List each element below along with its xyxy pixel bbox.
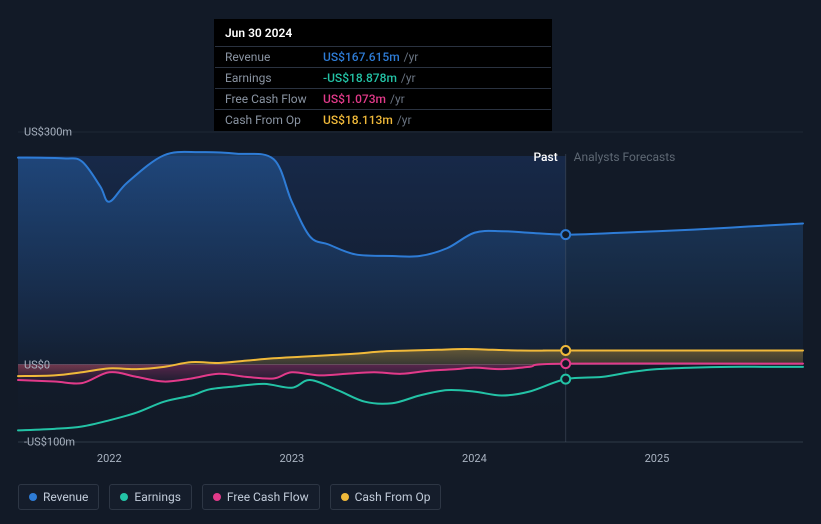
tooltip-row: Cash From OpUS$18.113m/yr xyxy=(215,110,551,130)
tooltip-row-value: US$18.113m xyxy=(323,113,393,127)
y-axis-tick-label: US$0 xyxy=(24,358,50,371)
forecast-region-label: Analysts Forecasts xyxy=(574,150,676,164)
financials-chart: Jun 30 2024 RevenueUS$167.615m/yrEarning… xyxy=(0,0,821,524)
legend-item-fcf[interactable]: Free Cash Flow xyxy=(202,484,320,510)
tooltip-row-value: US$167.615m xyxy=(323,50,400,64)
tooltip-row-value: US$1.073m xyxy=(323,92,386,106)
tooltip-date: Jun 30 2024 xyxy=(215,20,551,47)
y-axis-tick-label: -US$100m xyxy=(24,436,75,449)
tooltip-row-label: Revenue xyxy=(225,50,323,64)
tooltip-row: Earnings-US$18.878m/yr xyxy=(215,68,551,89)
chart-tooltip: Jun 30 2024 RevenueUS$167.615m/yrEarning… xyxy=(214,19,552,131)
legend-item-label: Cash From Op xyxy=(355,490,431,504)
chart-legend: Revenue Earnings Free Cash Flow Cash From O… xyxy=(18,484,441,510)
legend-dot-icon xyxy=(29,493,37,501)
legend-item-revenue[interactable]: Revenue xyxy=(18,484,99,510)
y-axis-tick-label: US$300m xyxy=(24,126,72,139)
tooltip-row-label: Free Cash Flow xyxy=(225,92,323,106)
tooltip-row-unit: /yr xyxy=(390,92,405,106)
legend-dot-icon xyxy=(341,493,349,501)
tooltip-row-unit: /yr xyxy=(397,113,412,127)
tooltip-row-label: Cash From Op xyxy=(225,113,323,127)
legend-dot-icon xyxy=(213,493,221,501)
legend-item-label: Earnings xyxy=(134,490,181,504)
tooltip-row-value: -US$18.878m xyxy=(323,71,397,85)
x-axis-tick-label: 2024 xyxy=(462,452,487,465)
x-axis-tick-label: 2023 xyxy=(279,452,304,465)
tooltip-row: RevenueUS$167.615m/yr xyxy=(215,47,551,68)
x-axis-tick-label: 2025 xyxy=(645,452,670,465)
legend-item-label: Free Cash Flow xyxy=(227,490,309,504)
tooltip-row-unit: /yr xyxy=(404,50,419,64)
tooltip-row-label: Earnings xyxy=(225,71,323,85)
past-region-label: Past xyxy=(533,150,557,164)
x-axis-tick-label: 2022 xyxy=(97,452,122,465)
legend-dot-icon xyxy=(120,493,128,501)
legend-item-label: Revenue xyxy=(43,490,88,504)
tooltip-row-unit: /yr xyxy=(401,71,416,85)
tooltip-row: Free Cash FlowUS$1.073m/yr xyxy=(215,89,551,110)
legend-item-cfo[interactable]: Cash From Op xyxy=(330,484,442,510)
legend-item-earnings[interactable]: Earnings xyxy=(109,484,192,510)
